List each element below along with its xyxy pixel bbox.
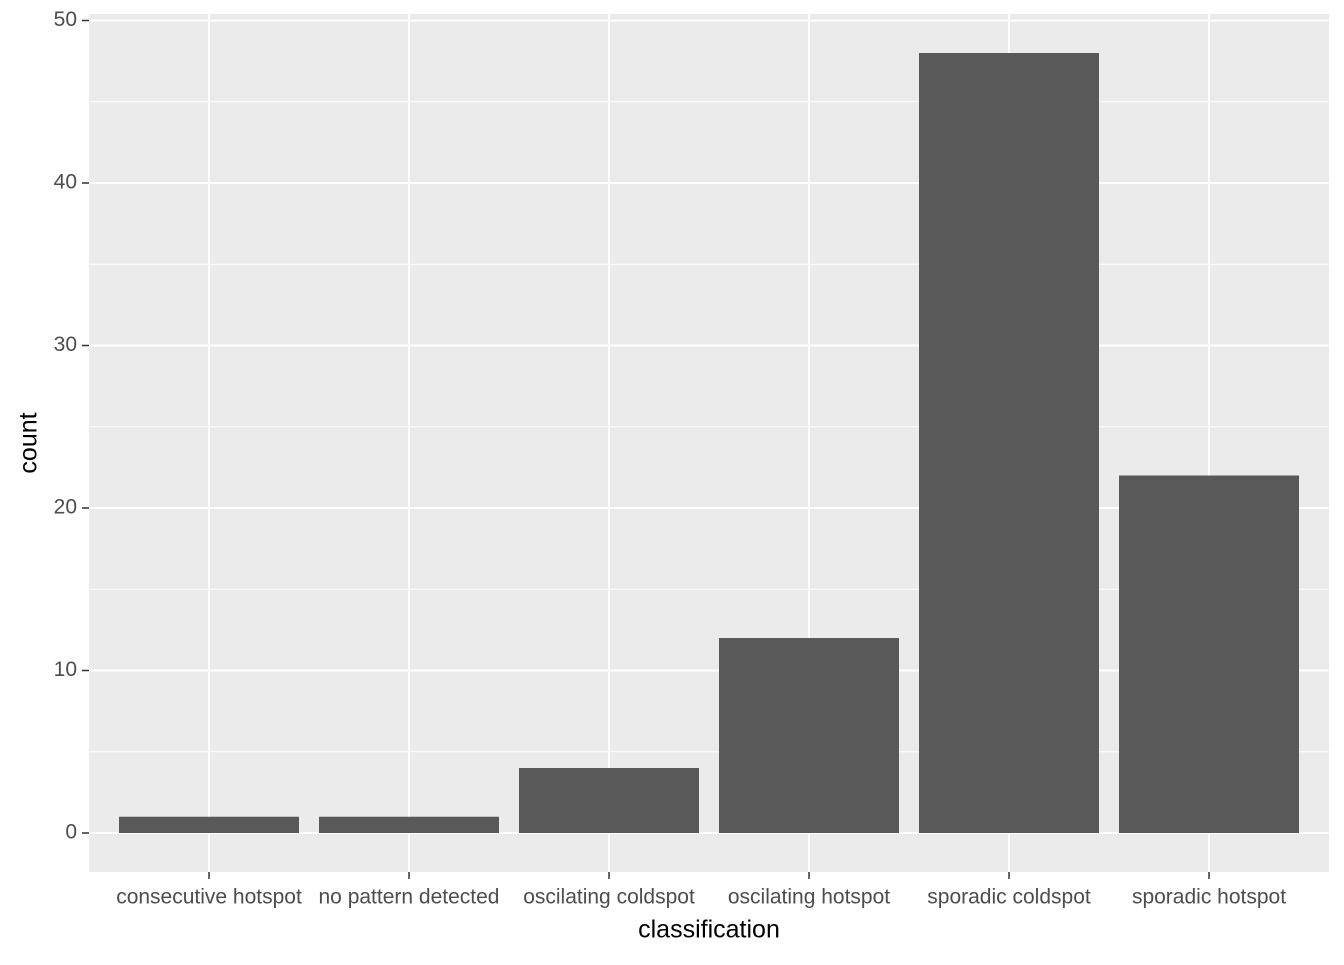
bar [319, 816, 499, 833]
bar [519, 768, 699, 833]
y-tick-label: 0 [65, 821, 77, 844]
bar [1119, 475, 1299, 833]
x-tick-label: no pattern detected [319, 886, 500, 909]
bar [719, 638, 899, 833]
x-tick-label: oscilating coldspot [523, 886, 695, 909]
y-tick-label: 20 [54, 496, 77, 519]
bar [119, 816, 299, 833]
y-tick-label: 50 [54, 8, 77, 31]
x-tick-label: oscilating hotspot [728, 886, 890, 909]
y-tick-label: 30 [54, 333, 77, 356]
y-tick-label: 40 [54, 171, 77, 194]
x-tick-label: sporadic coldspot [927, 886, 1091, 909]
bar [919, 53, 1099, 833]
x-tick-label: consecutive hotspot [116, 886, 302, 909]
y-tick-label: 10 [54, 658, 77, 681]
x-axis-title: classification [638, 916, 780, 944]
x-tick-label: sporadic hotspot [1132, 886, 1286, 909]
y-axis-title: count [15, 412, 43, 473]
